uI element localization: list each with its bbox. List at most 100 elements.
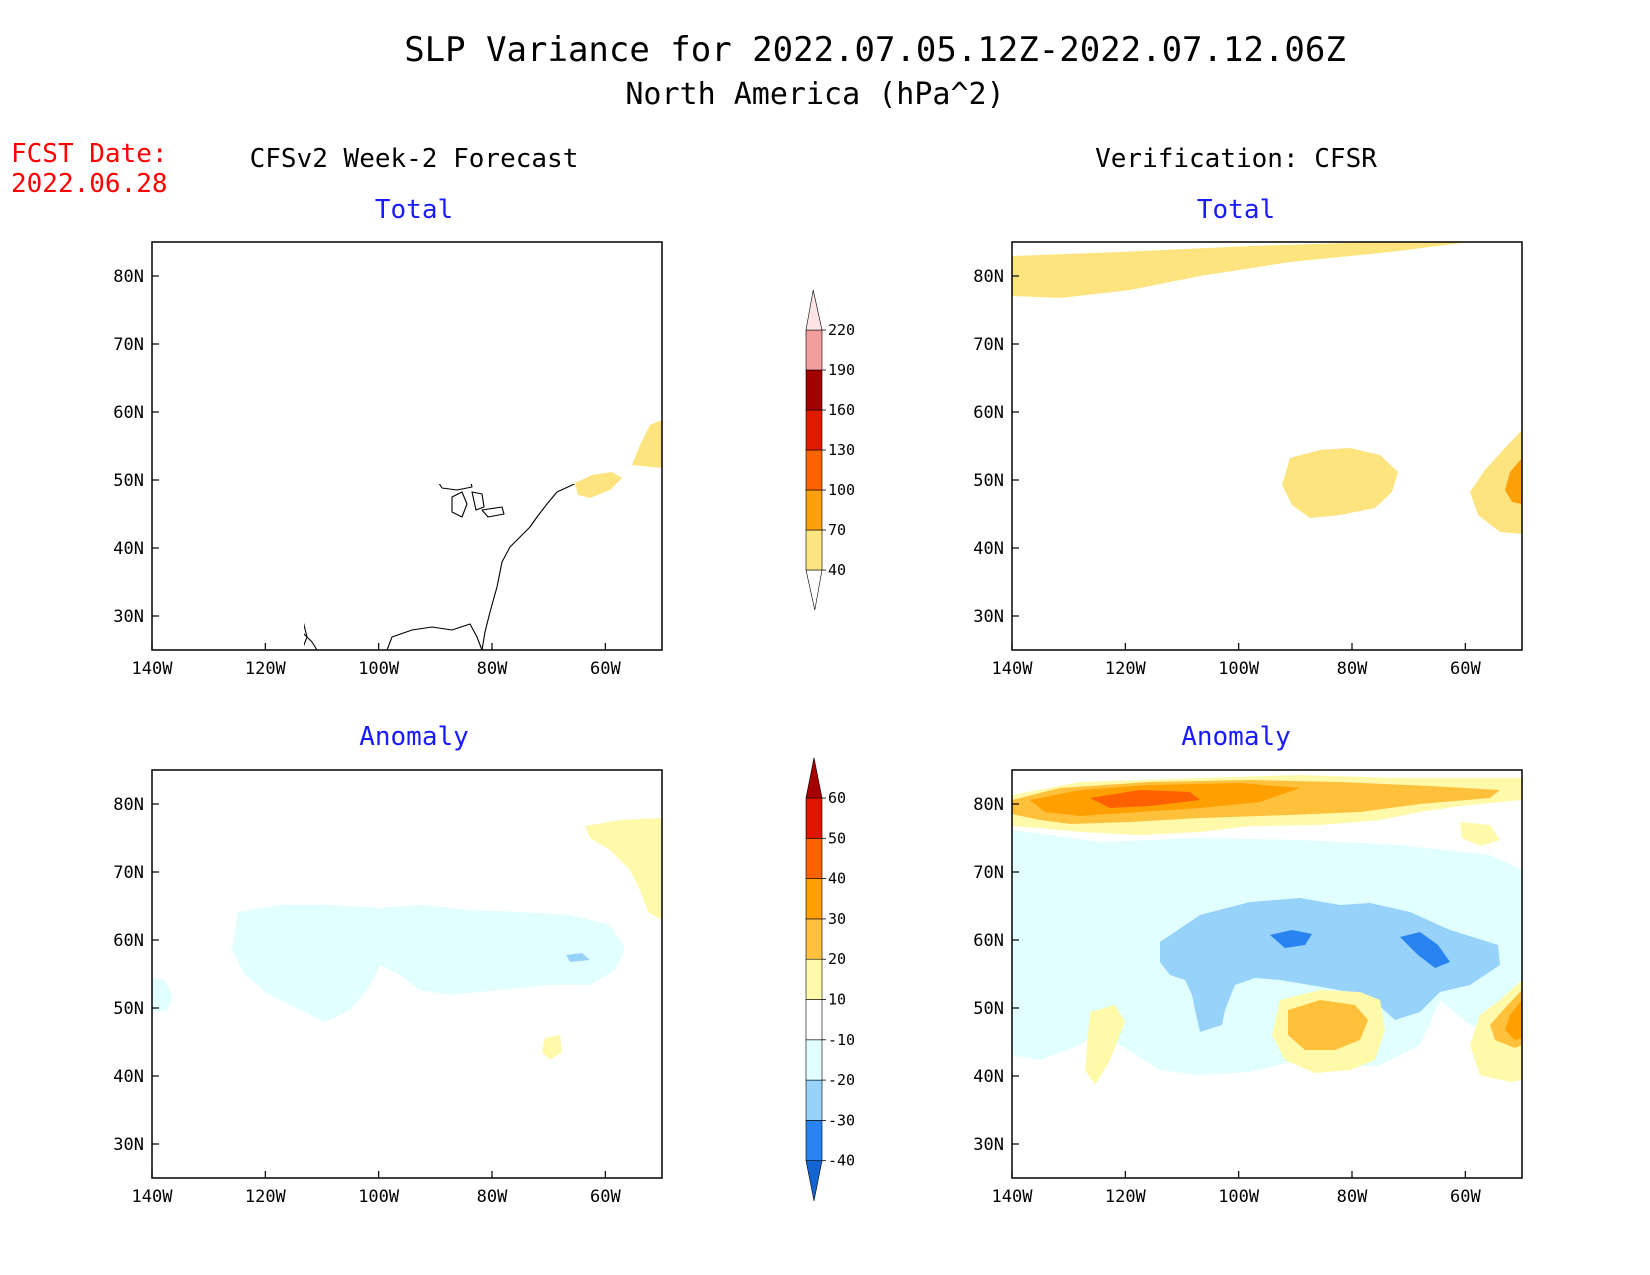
lat-tick-label: 70N	[973, 863, 1004, 883]
lon-tick-label: 80W	[477, 1187, 508, 1207]
coastline-segment	[1172, 314, 1242, 338]
shade-40-50	[1090, 790, 1200, 808]
coastline-segment	[472, 1020, 484, 1038]
coastline-segment	[467, 834, 524, 870]
coastline-segment	[402, 260, 457, 280]
colorbar-segment	[805, 757, 823, 799]
shade-40-70	[1282, 448, 1398, 518]
coastline-segment	[352, 814, 402, 836]
colorbar-label: 10	[828, 991, 846, 1009]
shade-40-70	[632, 420, 662, 468]
coastline-segment	[304, 633, 318, 651]
lat-tick-label: 40N	[973, 539, 1004, 559]
coastline-segment	[1252, 304, 1332, 338]
coastline-segment	[192, 356, 214, 368]
lon-tick-label: 120W	[1105, 659, 1147, 679]
coastline-segment	[392, 304, 472, 338]
coastline-segment	[386, 623, 483, 651]
coastline-segment	[337, 266, 392, 284]
coastline-segment	[1212, 286, 1262, 308]
lat-tick-label: 50N	[973, 471, 1004, 491]
coastline-segment	[1152, 290, 1207, 312]
colorbar-segment	[805, 489, 823, 531]
shade-30-40	[1505, 1000, 1522, 1040]
colorbar-segment	[805, 569, 823, 611]
coastline-segment	[1102, 297, 1142, 317]
colorbar-segment	[805, 958, 823, 1000]
shade-40-70	[575, 472, 622, 498]
lat-tick-label: 70N	[113, 863, 144, 883]
lat-tick-label: 70N	[973, 335, 1004, 355]
coastline-segment	[532, 336, 562, 354]
coastline-segment	[182, 848, 212, 862]
coastline-segment	[387, 1152, 482, 1178]
coastline-segment	[312, 314, 382, 338]
coastline-segment	[1042, 320, 1072, 334]
coastline-segment	[471, 491, 485, 511]
axis-ticks: 80N 70N 60N 50N 40N 30N 140W 120W 100W 80W 60W	[113, 795, 621, 1207]
panel-title-forecast-total: Total	[375, 195, 453, 225]
shading-layer	[1012, 775, 1522, 1085]
coastline-segment	[247, 318, 302, 336]
figure-subtitle: North America (hPa^2)	[625, 77, 1004, 112]
coastline-segment	[392, 832, 472, 866]
shading-layer	[152, 818, 662, 1060]
coastline-segment	[481, 506, 505, 518]
map-frame	[151, 769, 663, 1179]
shade-10-20	[1460, 822, 1500, 846]
shade-minus20-minus10	[232, 905, 625, 1022]
colorbar-segment	[805, 837, 823, 879]
coastline-segment	[1072, 368, 1086, 376]
shade-minus40-minus30	[1270, 930, 1312, 948]
shade-minus30-minus20	[566, 953, 590, 962]
axis-ticks: 80N 70N 60N 50N 40N 30N 140W 120W 100W 80W 60W	[973, 795, 1481, 1207]
axis-ticks: 80N 70N 60N 50N 40N 30N 140W 120W 100W 80W 60W	[113, 267, 621, 679]
coastline-segment	[1142, 587, 1167, 650]
coastline-segment	[438, 484, 473, 491]
coastline-segment	[452, 1020, 467, 1045]
coastline	[1012, 247, 1522, 650]
coastline-segment	[414, 380, 600, 482]
shade-minus20-minus10	[152, 978, 172, 1012]
lat-tick-label: 50N	[973, 999, 1004, 1019]
column-title-verification: Verification: CFSR	[1095, 144, 1377, 174]
coastline-segment	[1247, 624, 1342, 650]
colorbar-anomaly: -40 -30 -20 -10 10 20 30 40 50 60	[805, 757, 855, 1202]
lat-tick-label: 30N	[113, 1135, 144, 1155]
lat-tick-label: 70N	[113, 335, 144, 355]
coastline-segment	[1392, 336, 1422, 354]
shade-70-100	[1505, 458, 1522, 504]
map-panel-verification-anomaly: 80N 70N 60N 50N 40N 30N 140W 120W 100W 80W 60W	[973, 769, 1523, 1207]
shade-minus30-minus20	[1160, 898, 1500, 1032]
map-panel-forecast-anomaly: 80N 70N 60N 50N 40N 30N 140W 120W 100W 80W 60W	[113, 769, 663, 1207]
coastline-segment	[337, 794, 392, 812]
lat-tick-label: 60N	[973, 403, 1004, 423]
colorbar-label: -20	[828, 1071, 855, 1089]
lon-tick-label: 80W	[1337, 659, 1368, 679]
coastline-segment	[192, 884, 214, 896]
coastline-segment	[467, 306, 524, 342]
map-panel-verification-total: 80N 70N 60N 50N 40N 30N 140W 120W 100W 80W 60W	[973, 241, 1523, 679]
coastline-segment	[182, 320, 212, 334]
lon-tick-label: 100W	[1218, 1187, 1260, 1207]
lat-tick-label: 80N	[973, 267, 1004, 287]
colorbar-label: 100	[828, 481, 855, 499]
coastline-segment	[1142, 378, 1164, 390]
lon-tick-label: 120W	[245, 659, 287, 679]
coastline-segment	[1327, 306, 1384, 342]
lat-tick-label: 40N	[113, 539, 144, 559]
lon-tick-label: 140W	[992, 1187, 1034, 1207]
lon-tick-label: 80W	[1337, 1187, 1368, 1207]
lat-tick-label: 50N	[113, 471, 144, 491]
map-frame	[1011, 241, 1523, 651]
shade-20-30	[1288, 1000, 1368, 1050]
lat-tick-label: 60N	[113, 403, 144, 423]
colorbar-total: 40 70 100 130 160 190 220	[805, 289, 855, 611]
coastline-segment	[1107, 318, 1162, 336]
lat-tick-label: 50N	[113, 999, 144, 1019]
axis-ticks: 80N 70N 60N 50N 40N 30N 140W 120W 100W 80W 60W	[973, 267, 1481, 679]
lon-tick-label: 140W	[132, 659, 174, 679]
colorbar-segment	[805, 1039, 823, 1081]
colorbar-segment	[805, 999, 823, 1041]
coastline-segment	[532, 864, 562, 882]
